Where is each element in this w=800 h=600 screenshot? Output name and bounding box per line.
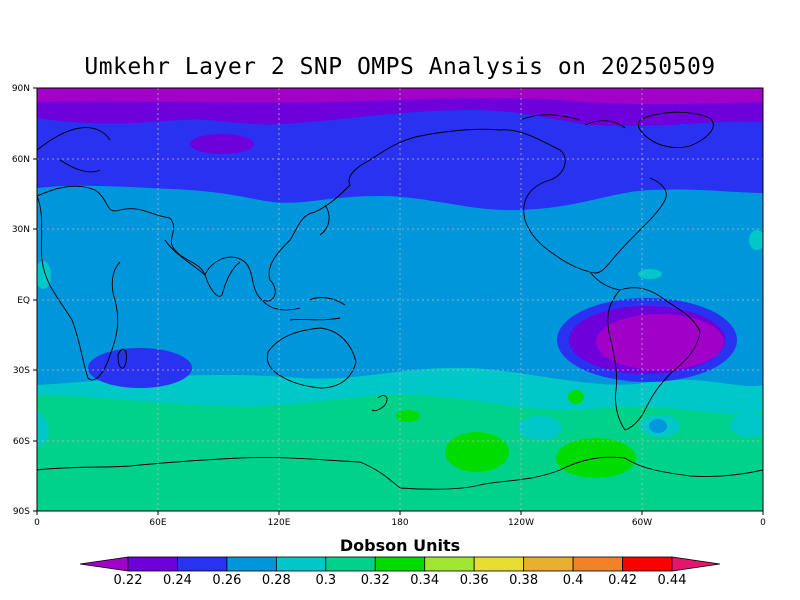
lon-label: 60E	[149, 518, 166, 528]
ozone-field	[37, 88, 763, 511]
lon-label: 180	[391, 518, 408, 528]
colorbar-title: Dobson Units	[339, 536, 461, 555]
colorbar-swatch	[523, 556, 574, 572]
colorbar-swatch	[226, 556, 277, 572]
lon-label: 120E	[268, 518, 291, 528]
lon-label: 60W	[632, 518, 652, 528]
colorbar-level-label: 0.36	[460, 573, 489, 588]
colorbar-level-label: 0.4	[563, 573, 584, 588]
lon-label: 0	[34, 518, 40, 528]
colorbar-level-label: 0.38	[509, 573, 538, 588]
colorbar-level-label: 0.26	[212, 573, 241, 588]
colorbar-swatch-min	[79, 556, 129, 572]
colorbar-swatch	[177, 556, 228, 572]
colorbar-level-label: 0.42	[608, 573, 637, 588]
colorbar-swatch	[424, 556, 475, 572]
colorbar-level-label: 0.3	[315, 573, 336, 588]
lat-label: 60S	[13, 437, 30, 447]
latitude-labels: 90N 60N 30N EQ 30S 60S 90S	[12, 84, 30, 517]
colorbar-level-label: 0.44	[658, 573, 687, 588]
lat-label: 90S	[13, 507, 30, 517]
map-title: Umkehr Layer 2 SNP OMPS Analysis on 2025…	[84, 54, 716, 80]
colorbar-swatch	[572, 556, 623, 572]
lat-label: 90N	[12, 84, 30, 94]
lat-label: 60N	[12, 155, 30, 165]
colorbar: 0.22 0.24 0.26 0.28 0.3 0.32 0.34 0.36 0.38 0.4 0.…	[79, 556, 721, 588]
colorbar-swatch	[374, 556, 426, 572]
colorbar-level-label: 0.22	[114, 573, 143, 588]
longitude-labels: 0 60E 120E 180 120W 60W 0	[34, 518, 766, 528]
colorbar-swatch	[622, 556, 673, 572]
lat-label: EQ	[17, 296, 30, 306]
lon-label: 120W	[508, 518, 534, 528]
graticule	[37, 88, 763, 511]
colorbar-swatch	[127, 556, 178, 572]
colorbar-swatch	[473, 556, 525, 572]
colorbar-swatch-max	[671, 556, 721, 572]
lat-label: 30S	[13, 366, 30, 376]
lat-label: 30N	[12, 225, 30, 235]
lon-label: 0	[760, 518, 766, 528]
colorbar-level-label: 0.32	[361, 573, 390, 588]
colorbar-level-label: 0.28	[262, 573, 291, 588]
colorbar-level-label: 0.24	[163, 573, 192, 588]
colorbar-level-label: 0.34	[410, 573, 439, 588]
colorbar-swatch	[275, 556, 327, 572]
colorbar-swatch	[325, 556, 376, 572]
